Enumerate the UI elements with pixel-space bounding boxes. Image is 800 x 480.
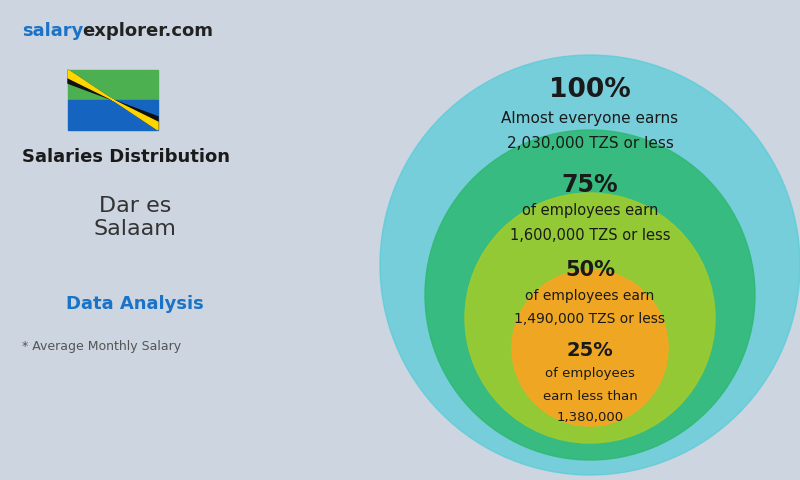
- Text: of employees earn: of employees earn: [526, 289, 654, 303]
- Text: Dar es
Salaam: Dar es Salaam: [94, 196, 177, 239]
- Circle shape: [512, 270, 668, 426]
- Text: 1,380,000: 1,380,000: [557, 411, 623, 424]
- Text: 100%: 100%: [549, 77, 631, 103]
- Circle shape: [425, 130, 755, 460]
- Text: 1,490,000 TZS or less: 1,490,000 TZS or less: [514, 312, 666, 326]
- Circle shape: [380, 55, 800, 475]
- Text: salary: salary: [22, 22, 83, 40]
- Circle shape: [465, 193, 715, 443]
- Bar: [68, 100, 158, 130]
- Text: Data Analysis: Data Analysis: [66, 295, 204, 313]
- Text: of employees: of employees: [545, 368, 635, 381]
- Text: explorer.com: explorer.com: [82, 22, 213, 40]
- Text: 75%: 75%: [562, 173, 618, 197]
- Text: of employees earn: of employees earn: [522, 204, 658, 218]
- Text: earn less than: earn less than: [542, 389, 638, 403]
- Text: Salaries Distribution: Salaries Distribution: [22, 148, 230, 166]
- Text: Almost everyone earns: Almost everyone earns: [502, 110, 678, 125]
- Polygon shape: [68, 70, 158, 130]
- Text: 25%: 25%: [566, 340, 614, 360]
- Bar: [68, 70, 158, 100]
- Text: * Average Monthly Salary: * Average Monthly Salary: [22, 340, 181, 353]
- Text: 2,030,000 TZS or less: 2,030,000 TZS or less: [506, 135, 674, 151]
- Text: 1,600,000 TZS or less: 1,600,000 TZS or less: [510, 228, 670, 242]
- Polygon shape: [68, 70, 158, 130]
- Text: 50%: 50%: [565, 260, 615, 280]
